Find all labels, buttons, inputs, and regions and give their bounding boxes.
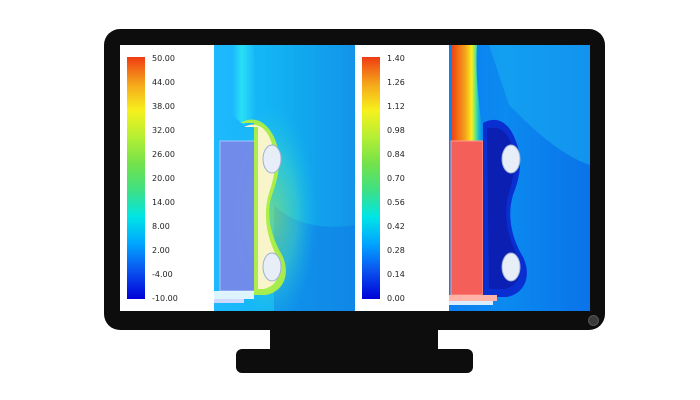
legend-tick: 38.00: [152, 102, 175, 111]
legend-labels: 1.40 1.26 1.12 0.98 0.84 0.70 0.56 0.42 …: [387, 45, 447, 311]
legend-tick: 26.00: [152, 150, 175, 159]
legend-tick: 44.00: [152, 78, 175, 87]
legend-tick: 0.98: [387, 126, 405, 135]
legend-tick: 0.70: [387, 174, 405, 183]
legend-tick: 1.26: [387, 78, 405, 87]
legend-tick: 32.00: [152, 126, 175, 135]
simulation-panel-left: 50.00 44.00 38.00 32.00 26.00 20.00 14.0…: [120, 45, 355, 311]
legend-tick: 20.00: [152, 174, 175, 183]
legend-tick: 0.42: [387, 222, 405, 231]
color-legend-bar: [127, 57, 145, 299]
velocity-field: [449, 45, 590, 311]
simulation-panel-right: 1.40 1.26 1.12 0.98 0.84 0.70 0.56 0.42 …: [355, 45, 590, 311]
power-button[interactable]: [588, 315, 599, 326]
legend-tick: 1.12: [387, 102, 405, 111]
legend-tick: 0.84: [387, 150, 405, 159]
legend-tick: 0.14: [387, 270, 405, 279]
legend-tick: 0.56: [387, 198, 405, 207]
legend-tick: 0.28: [387, 246, 405, 255]
legend-tick: 1.40: [387, 54, 405, 63]
temperature-field: [214, 45, 355, 311]
legend-tick: 50.00: [152, 54, 175, 63]
legend-tick: 14.00: [152, 198, 175, 207]
legend-labels: 50.00 44.00 38.00 32.00 26.00 20.00 14.0…: [152, 45, 212, 311]
legend-tick: 0.00: [387, 294, 405, 303]
legend-tick: 8.00: [152, 222, 170, 231]
color-legend-bar: [362, 57, 380, 299]
monitor-screen: 50.00 44.00 38.00 32.00 26.00 20.00 14.0…: [120, 45, 590, 311]
monitor-base: [236, 349, 473, 373]
legend-tick: -10.00: [152, 294, 178, 303]
legend-tick: 2.00: [152, 246, 170, 255]
legend-tick: -4.00: [152, 270, 173, 279]
